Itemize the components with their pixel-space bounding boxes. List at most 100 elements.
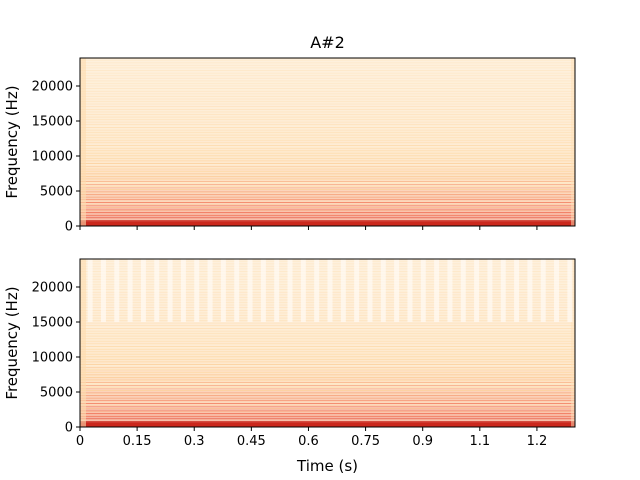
- harmonic-band: [80, 416, 575, 418]
- harmonic-band: [80, 409, 575, 411]
- x-tick-label: 0.45: [237, 434, 266, 449]
- harmonic-band: [80, 210, 575, 212]
- harmonic-band: [80, 140, 575, 142]
- harmonic-band: [80, 167, 575, 169]
- harmonic-band: [80, 339, 575, 341]
- harmonic-band: [80, 174, 575, 176]
- harmonic-band: [80, 166, 575, 168]
- harmonic-band: [80, 164, 575, 166]
- end-column: [571, 259, 575, 427]
- spectral-gap: [460, 259, 466, 322]
- harmonic-band: [80, 188, 575, 191]
- harmonic-band: [80, 91, 575, 93]
- harmonic-band: [80, 197, 575, 199]
- harmonic-band: [80, 323, 575, 325]
- y-tick-label: 0: [65, 220, 73, 235]
- harmonic-band: [80, 151, 575, 153]
- spectral-gap: [380, 259, 386, 322]
- low-frequency-energy: [80, 422, 575, 427]
- harmonic-band: [80, 393, 575, 395]
- spectral-gap: [500, 259, 506, 322]
- harmonic-band: [80, 205, 575, 207]
- spectral-gap: [87, 259, 93, 322]
- harmonic-band: [80, 169, 575, 171]
- y-tick-label: 15000: [32, 316, 73, 331]
- x-tick-label: 0: [76, 434, 84, 449]
- harmonic-band: [80, 84, 575, 86]
- harmonic-band: [80, 208, 575, 210]
- harmonic-band: [80, 115, 575, 117]
- harmonic-band: [80, 82, 575, 85]
- harmonic-band: [80, 69, 575, 72]
- harmonic-band: [80, 128, 575, 130]
- harmonic-band: [80, 198, 575, 200]
- spectrogram-panel-bottom: Frequency (Hz) 0 5000 10000 15000 20000 0 0.1…: [3, 258, 576, 475]
- harmonic-band: [80, 401, 575, 403]
- harmonic-band: [80, 123, 575, 125]
- harmonic-band: [80, 109, 575, 111]
- harmonic-band: [80, 175, 575, 178]
- spectral-gap: [274, 259, 280, 322]
- harmonic-band: [80, 110, 575, 112]
- x-tick-label: 1.2: [527, 434, 548, 449]
- harmonic-band: [80, 381, 575, 383]
- harmonic-band: [80, 100, 575, 103]
- harmonic-band: [80, 184, 575, 186]
- harmonic-band: [80, 337, 575, 339]
- harmonic-band: [80, 216, 575, 218]
- harmonic-band: [80, 162, 575, 165]
- y-axis-label-top: Frequency (Hz): [3, 85, 21, 198]
- spectral-gap: [434, 259, 440, 322]
- harmonic-band: [80, 131, 575, 134]
- harmonic-band: [80, 349, 575, 351]
- x-ticks-bottom: 0 0.15 0.3 0.45 0.6 0.75 0.9 1.1 1.2: [76, 427, 547, 449]
- harmonic-band: [80, 87, 575, 89]
- harmonic-band: [80, 345, 575, 348]
- harmonic-band: [80, 79, 575, 81]
- spectrogram-panel-top: A#2 Frequency (Hz) 0 5000 10000 15000 20000: [3, 33, 576, 235]
- harmonic-band: [80, 368, 575, 370]
- harmonic-band: [80, 159, 575, 161]
- harmonic-band: [80, 156, 575, 158]
- harmonic-band: [80, 412, 575, 414]
- spectral-gap: [367, 259, 373, 322]
- harmonic-band: [80, 94, 575, 96]
- x-tick-label: 0.3: [184, 434, 205, 449]
- harmonic-band: [80, 81, 575, 83]
- harmonic-band: [80, 219, 575, 222]
- y-tick-label: 0: [65, 421, 73, 436]
- harmonic-band: [80, 373, 575, 375]
- harmonic-band: [80, 383, 575, 385]
- harmonic-band: [80, 74, 575, 76]
- harmonic-band: [80, 102, 575, 104]
- x-tick-label: 0.15: [123, 434, 152, 449]
- spectral-gap: [114, 259, 120, 322]
- x-ticks-top: [79, 226, 538, 230]
- harmonic-band: [80, 406, 575, 408]
- spectral-gap: [567, 259, 573, 322]
- harmonic-band: [80, 68, 575, 70]
- harmonic-band: [80, 403, 575, 405]
- spectral-gap: [487, 259, 493, 322]
- spectral-gap: [514, 259, 520, 322]
- low-frequency-energy: [80, 221, 575, 226]
- harmonic-band: [80, 138, 575, 140]
- harmonic-band: [80, 407, 575, 410]
- spectral-gap: [127, 259, 133, 322]
- harmonic-band: [80, 385, 575, 387]
- harmonic-band: [80, 182, 575, 184]
- harmonic-band: [80, 118, 575, 120]
- harmonic-band: [80, 192, 575, 194]
- harmonic-band: [80, 86, 575, 88]
- harmonic-band: [80, 66, 575, 68]
- harmonic-band: [80, 157, 575, 160]
- harmonic-band: [80, 386, 575, 388]
- harmonic-band: [80, 389, 575, 392]
- harmonic-band: [80, 215, 575, 217]
- harmonic-band: [80, 149, 575, 151]
- spectral-gap: [407, 259, 413, 322]
- harmonic-band: [80, 344, 575, 346]
- harmonic-band: [80, 127, 575, 129]
- harmonic-band: [80, 396, 575, 398]
- harmonic-band: [80, 394, 575, 397]
